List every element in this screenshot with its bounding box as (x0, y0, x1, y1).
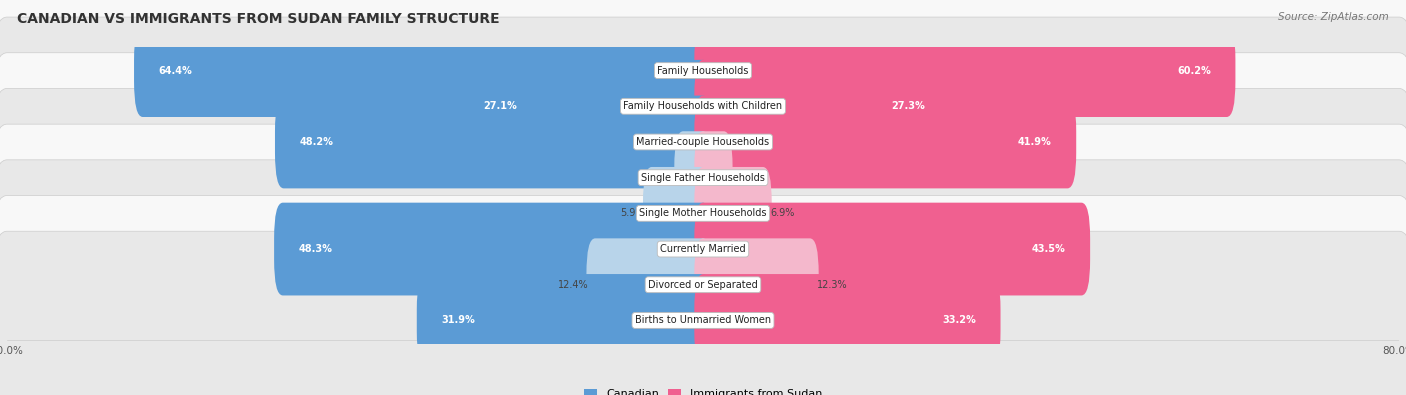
Text: 12.3%: 12.3% (817, 280, 848, 290)
Text: 64.4%: 64.4% (159, 66, 193, 75)
FancyBboxPatch shape (458, 60, 711, 153)
Text: 41.9%: 41.9% (1018, 137, 1052, 147)
FancyBboxPatch shape (0, 231, 1406, 395)
FancyBboxPatch shape (0, 88, 1406, 267)
Text: Family Households: Family Households (658, 66, 748, 75)
FancyBboxPatch shape (274, 203, 711, 295)
Text: 2.3%: 2.3% (651, 173, 676, 182)
FancyBboxPatch shape (0, 160, 1406, 338)
FancyBboxPatch shape (695, 167, 772, 260)
FancyBboxPatch shape (695, 60, 949, 153)
Text: 6.9%: 6.9% (770, 209, 794, 218)
Text: 43.5%: 43.5% (1032, 244, 1066, 254)
FancyBboxPatch shape (0, 196, 1406, 374)
Text: Currently Married: Currently Married (661, 244, 745, 254)
Text: 31.9%: 31.9% (441, 316, 475, 325)
Text: 60.2%: 60.2% (1177, 66, 1211, 75)
Legend: Canadian, Immigrants from Sudan: Canadian, Immigrants from Sudan (579, 384, 827, 395)
Text: 27.1%: 27.1% (482, 101, 516, 111)
Text: 2.4%: 2.4% (731, 173, 755, 182)
FancyBboxPatch shape (0, 53, 1406, 231)
FancyBboxPatch shape (134, 24, 711, 117)
Text: Divorced or Separated: Divorced or Separated (648, 280, 758, 290)
Text: Married-couple Households: Married-couple Households (637, 137, 769, 147)
FancyBboxPatch shape (0, 0, 1406, 160)
Text: Births to Unmarried Women: Births to Unmarried Women (636, 316, 770, 325)
FancyBboxPatch shape (675, 131, 711, 224)
Text: 5.9%: 5.9% (620, 209, 645, 218)
FancyBboxPatch shape (695, 203, 1090, 295)
FancyBboxPatch shape (0, 17, 1406, 196)
Text: CANADIAN VS IMMIGRANTS FROM SUDAN FAMILY STRUCTURE: CANADIAN VS IMMIGRANTS FROM SUDAN FAMILY… (17, 12, 499, 26)
FancyBboxPatch shape (586, 238, 711, 331)
Text: 48.3%: 48.3% (298, 244, 332, 254)
FancyBboxPatch shape (695, 96, 1076, 188)
Text: Single Mother Households: Single Mother Households (640, 209, 766, 218)
FancyBboxPatch shape (276, 96, 711, 188)
Text: Single Father Households: Single Father Households (641, 173, 765, 182)
Text: 48.2%: 48.2% (299, 137, 333, 147)
FancyBboxPatch shape (0, 124, 1406, 303)
FancyBboxPatch shape (695, 238, 818, 331)
Text: 12.4%: 12.4% (558, 280, 588, 290)
FancyBboxPatch shape (695, 24, 1236, 117)
Text: Source: ZipAtlas.com: Source: ZipAtlas.com (1278, 12, 1389, 22)
FancyBboxPatch shape (695, 274, 1001, 367)
FancyBboxPatch shape (416, 274, 711, 367)
Text: 33.2%: 33.2% (942, 316, 976, 325)
Text: Family Households with Children: Family Households with Children (623, 101, 783, 111)
Text: 27.3%: 27.3% (891, 101, 925, 111)
FancyBboxPatch shape (695, 131, 733, 224)
FancyBboxPatch shape (643, 167, 711, 260)
